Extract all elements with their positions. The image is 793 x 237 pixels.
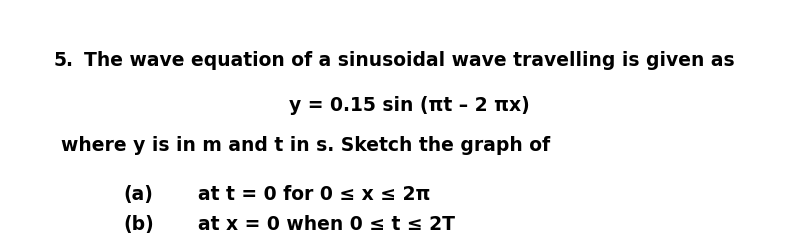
- Text: The wave equation of a sinusoidal wave travelling is given as: The wave equation of a sinusoidal wave t…: [84, 51, 734, 70]
- Text: 5.: 5.: [53, 51, 73, 70]
- Text: at x = 0 when 0 ≤ t ≤ 2T: at x = 0 when 0 ≤ t ≤ 2T: [198, 214, 455, 233]
- Text: (a): (a): [124, 185, 154, 204]
- Text: where y is in m and t in s. Sketch the graph of: where y is in m and t in s. Sketch the g…: [61, 136, 550, 155]
- Text: (b): (b): [124, 214, 155, 233]
- Text: y = 0.15 sin (πt – 2 πx): y = 0.15 sin (πt – 2 πx): [289, 96, 530, 115]
- Text: at t = 0 for 0 ≤ x ≤ 2π: at t = 0 for 0 ≤ x ≤ 2π: [198, 185, 431, 204]
